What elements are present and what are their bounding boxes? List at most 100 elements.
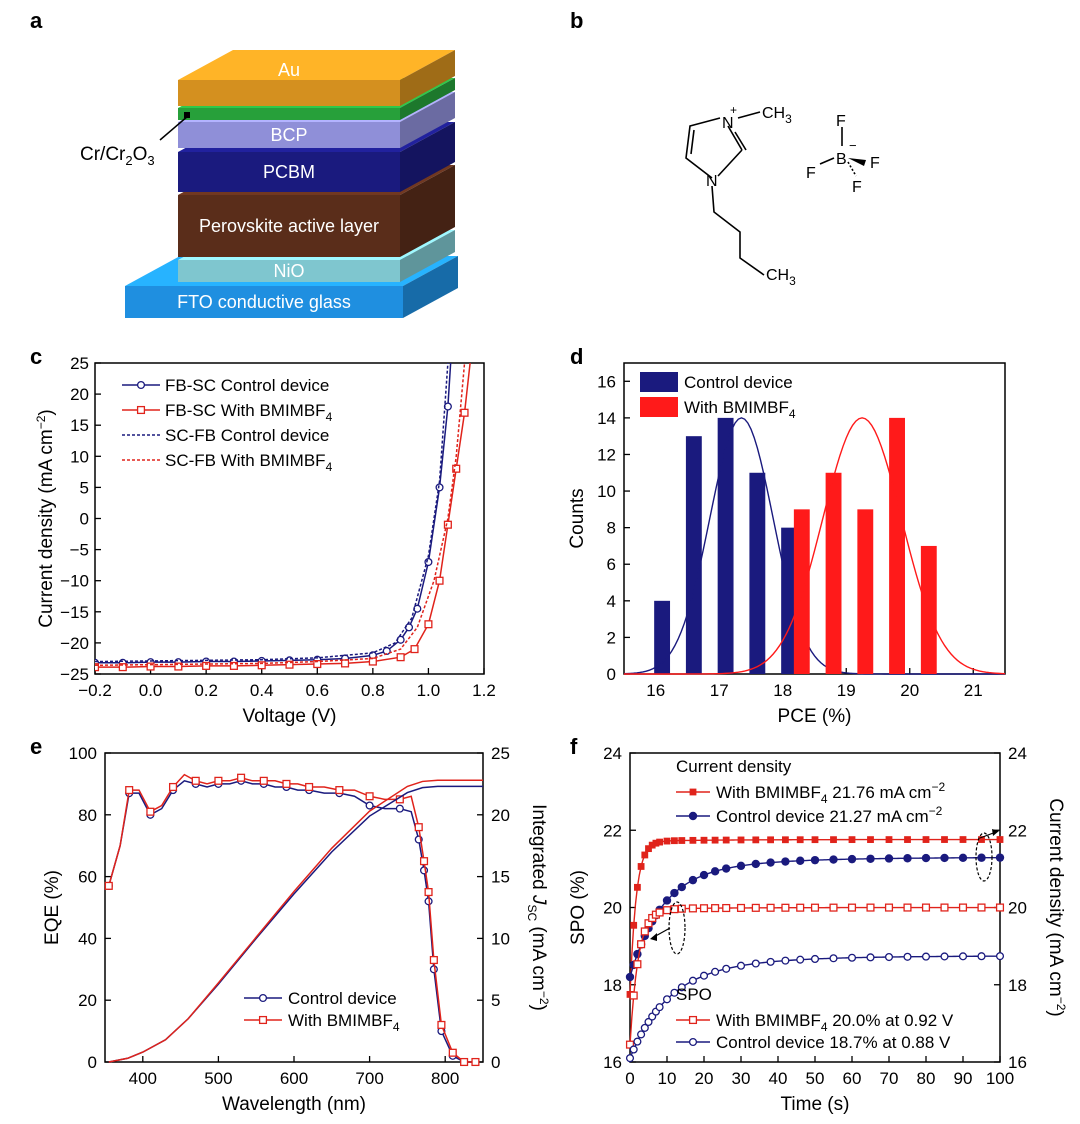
cr-callout-label: Cr/Cr2O3 xyxy=(80,144,155,168)
data-point xyxy=(766,903,775,912)
y-tick-label: −15 xyxy=(60,603,89,622)
legend-label-part: Control device xyxy=(684,373,793,392)
data-point xyxy=(847,854,857,864)
y-tick-label: −10 xyxy=(60,572,89,591)
data-point xyxy=(625,1054,635,1063)
legend-marker xyxy=(136,405,146,415)
data-point xyxy=(829,903,838,912)
x-tick-label: 0.2 xyxy=(194,681,218,700)
legend-label: With BMIMBF4 20.0% at 0.92 V xyxy=(716,1011,954,1034)
data-point xyxy=(699,971,709,980)
data-point xyxy=(903,903,912,912)
data-point xyxy=(751,859,760,869)
data-point xyxy=(168,782,178,792)
legend-swatch xyxy=(640,397,678,417)
data-point xyxy=(191,776,200,785)
y2-axis-label-part: (mA cm xyxy=(528,921,549,991)
panel-label-a: a xyxy=(30,8,43,33)
data-point xyxy=(722,964,731,973)
data-point xyxy=(662,995,672,1004)
legend-label: With BMIMBF4 xyxy=(288,1011,400,1034)
data-point xyxy=(641,851,649,859)
data-point xyxy=(341,659,350,668)
legend-item: With BMIMBF4 xyxy=(244,1011,400,1034)
y2-tick-label: 20 xyxy=(491,806,510,825)
data-point xyxy=(781,857,790,866)
legend-item: FB-SC With BMIMBF4 xyxy=(122,401,333,424)
y-axis-label: SPO (%) xyxy=(568,870,589,945)
data-point xyxy=(781,956,790,965)
data-point xyxy=(978,836,985,843)
layer-au: Au xyxy=(178,50,455,106)
legend-label-part: FB-SC With BMIMBF xyxy=(165,401,326,420)
x-tick-label: 0.4 xyxy=(250,681,274,700)
data-point xyxy=(722,864,731,873)
x-tick-label: 60 xyxy=(843,1069,862,1088)
legend-label-part: Control device xyxy=(288,989,397,1008)
data-point xyxy=(395,804,404,813)
data-point xyxy=(678,837,686,844)
x-tick-label: 0.6 xyxy=(305,681,329,700)
series-f-1 xyxy=(625,853,1005,982)
data-point xyxy=(847,903,857,912)
x-tick-label: 70 xyxy=(880,1069,899,1088)
data-point xyxy=(995,853,1005,862)
data-point xyxy=(460,1057,469,1067)
layer-au-side xyxy=(400,50,455,106)
data-point xyxy=(645,845,652,853)
y-axis-label: EQE (%) xyxy=(42,870,63,945)
boron-atom: B xyxy=(836,151,847,168)
data-point xyxy=(829,954,838,963)
legend-label: SC-FB Control device xyxy=(165,426,329,445)
data-point xyxy=(429,955,438,965)
data-point xyxy=(656,838,663,846)
y-tick-label: 0 xyxy=(607,665,616,684)
data-point xyxy=(637,940,646,949)
data-point xyxy=(146,807,155,816)
y-tick-label: 60 xyxy=(78,868,97,887)
data-point xyxy=(766,957,775,966)
y2-tick-label: 16 xyxy=(1008,1053,1027,1072)
y-axis-label-part: −2 xyxy=(34,415,48,429)
fluorine-top: F xyxy=(836,113,846,130)
y-tick-label: 0 xyxy=(88,1053,97,1072)
series-line xyxy=(95,363,449,663)
y-axis-label: Current density (mA cm−2) xyxy=(34,409,57,628)
data-point xyxy=(671,837,678,845)
data-point xyxy=(396,635,405,644)
y-tick-label: 40 xyxy=(78,929,97,948)
x-tick-label: 0.8 xyxy=(361,681,385,700)
data-point xyxy=(305,782,314,792)
y-tick-label: 20 xyxy=(78,991,97,1010)
data-point xyxy=(633,1037,642,1046)
y-axis-label-part: Current density (mA cm xyxy=(36,429,57,628)
data-point xyxy=(629,1045,638,1054)
axes-frame xyxy=(623,362,1006,675)
layer-pcbm-side xyxy=(400,122,455,192)
data-point xyxy=(689,836,697,844)
x-tick-label: 16 xyxy=(646,681,665,700)
legend-label-part: Control device 18.7% at 0.88 V xyxy=(716,1033,951,1052)
x-tick-label: 90 xyxy=(954,1069,973,1088)
x-tick-label: 18 xyxy=(773,681,792,700)
legend-label: FB-SC Control device xyxy=(165,376,329,395)
legend-label: FB-SC With BMIMBF4 xyxy=(165,401,333,424)
x-tick-label: 40 xyxy=(769,1069,788,1088)
data-point xyxy=(637,863,645,870)
device-stack: FTO conductive glass NiO Perovskite active… xyxy=(125,50,458,318)
data-point xyxy=(736,961,746,970)
panel-c-jv-curves: −0.2 0.0 0.2 0.4 0.6 0.8 1.0 1.2 25 20 15 10 5 0 −5 −10… xyxy=(34,354,496,727)
data-point xyxy=(257,661,266,670)
y-tick-label: 6 xyxy=(607,555,616,574)
data-point xyxy=(365,792,374,801)
y2-axis-label-part: Current density (mA cm xyxy=(1045,798,1066,997)
data-point xyxy=(722,903,731,913)
y-tick-label: 16 xyxy=(603,1053,622,1072)
layer-au-front xyxy=(178,80,400,106)
y2-axis-label-part: ) xyxy=(528,1005,549,1011)
data-point xyxy=(282,779,291,788)
data-point xyxy=(414,823,423,832)
data-point xyxy=(655,1003,664,1012)
legend-label-part: With BMIMBF xyxy=(684,398,789,417)
data-point xyxy=(884,952,894,962)
